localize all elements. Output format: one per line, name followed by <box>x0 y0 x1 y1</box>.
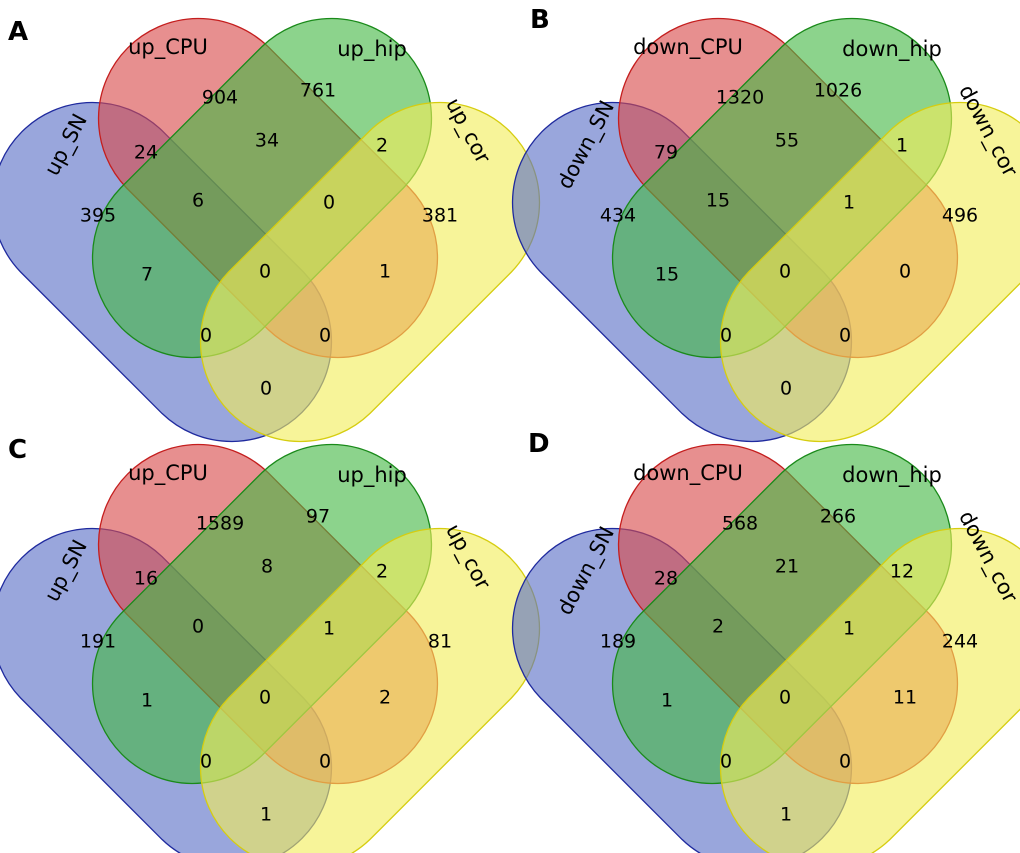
region-count-all: 0 <box>779 687 791 709</box>
region-count-cpu-hip-cor: 1 <box>843 192 855 214</box>
set-label-cpu: up_CPU <box>128 461 208 486</box>
region-count-cpu-cor: 11 <box>893 687 917 709</box>
region-count-sn-cpu: 28 <box>654 568 678 590</box>
region-count-sn-cor: 0 <box>260 378 272 400</box>
region-count-sn-cpu-cor: 0 <box>319 751 331 773</box>
region-count-cor: 81 <box>428 631 452 653</box>
region-count-sn-hip: 1 <box>661 690 673 712</box>
set-shape-cor <box>719 101 1020 443</box>
region-count-sn-cpu-hip: 15 <box>706 190 730 212</box>
set-label-hip: down_hip <box>842 463 942 488</box>
region-count-sn-hip-cor: 0 <box>720 751 732 773</box>
set-shape-hip <box>91 443 433 785</box>
region-count-sn-cpu: 24 <box>134 142 158 164</box>
region-count-sn-cpu-cor: 0 <box>839 751 851 773</box>
region-count-cpu-hip-cor: 0 <box>323 192 335 214</box>
region-count-sn-cpu-cor: 0 <box>839 325 851 347</box>
region-count-sn-cpu-cor: 0 <box>319 325 331 347</box>
region-count-sn-cor: 0 <box>780 378 792 400</box>
set-label-cpu: down_CPU <box>633 35 743 60</box>
region-count-cpu-hip-cor: 1 <box>323 618 335 640</box>
region-count-cor: 381 <box>422 205 458 227</box>
set-shape-hip <box>611 17 953 359</box>
region-count-cpu-hip: 8 <box>261 556 273 578</box>
region-count-cpu: 568 <box>722 513 758 535</box>
region-count-hip: 761 <box>300 80 336 102</box>
region-count-cpu: 1589 <box>196 513 244 535</box>
region-count-sn-hip: 15 <box>655 264 679 286</box>
set-shape-hip <box>91 17 433 359</box>
region-count-cpu: 904 <box>202 87 238 109</box>
region-count-sn-cor: 1 <box>260 804 272 826</box>
set-label-hip: up_hip <box>337 463 407 488</box>
region-count-hip-cor: 2 <box>376 135 388 157</box>
region-count-all: 0 <box>259 687 271 709</box>
region-count-hip: 266 <box>820 506 856 528</box>
region-count-hip-cor: 1 <box>896 135 908 157</box>
set-label-hip: up_hip <box>337 37 407 62</box>
region-count-sn-hip: 1 <box>141 690 153 712</box>
region-count-cor: 496 <box>942 205 978 227</box>
region-count-sn: 395 <box>80 205 116 227</box>
region-count-sn-cpu-hip: 6 <box>192 190 204 212</box>
panel-label-a: A <box>8 17 28 47</box>
region-count-sn-hip-cor: 0 <box>200 325 212 347</box>
region-count-cor: 244 <box>942 631 978 653</box>
region-count-sn-cpu: 16 <box>134 568 158 590</box>
region-count-cpu: 1320 <box>716 87 764 109</box>
panel-label-b: B <box>530 5 550 35</box>
region-count-sn: 189 <box>600 631 636 653</box>
region-count-cpu-hip: 34 <box>255 130 279 152</box>
panel-label-d: D <box>528 429 550 459</box>
region-count-cpu-hip: 55 <box>775 130 799 152</box>
region-count-hip: 97 <box>306 506 330 528</box>
region-count-cpu-cor: 1 <box>379 261 391 283</box>
region-count-cpu-cor: 0 <box>899 261 911 283</box>
region-count-sn-cpu-hip: 0 <box>192 616 204 638</box>
region-count-sn-cpu: 79 <box>654 142 678 164</box>
panel-label-c: C <box>8 435 27 465</box>
region-count-hip: 1026 <box>814 80 862 102</box>
set-label-cpu: up_CPU <box>128 35 208 60</box>
region-count-hip-cor: 12 <box>890 561 914 583</box>
set-label-hip: down_hip <box>842 37 942 62</box>
region-count-sn-cor: 1 <box>780 804 792 826</box>
set-shape-hip <box>611 443 953 785</box>
region-count-sn-hip: 7 <box>141 264 153 286</box>
region-count-sn-cpu-hip: 2 <box>712 616 724 638</box>
region-count-all: 0 <box>779 261 791 283</box>
region-count-cpu-cor: 2 <box>379 687 391 709</box>
region-count-sn-hip-cor: 0 <box>720 325 732 347</box>
region-count-sn: 191 <box>80 631 116 653</box>
region-count-cpu-hip-cor: 1 <box>843 618 855 640</box>
region-count-hip-cor: 2 <box>376 561 388 583</box>
region-count-sn-hip-cor: 0 <box>200 751 212 773</box>
region-count-all: 0 <box>259 261 271 283</box>
region-count-cpu-hip: 21 <box>775 556 799 578</box>
region-count-sn: 434 <box>600 205 636 227</box>
set-shape-cor <box>719 527 1020 853</box>
set-label-cpu: down_CPU <box>633 461 743 486</box>
